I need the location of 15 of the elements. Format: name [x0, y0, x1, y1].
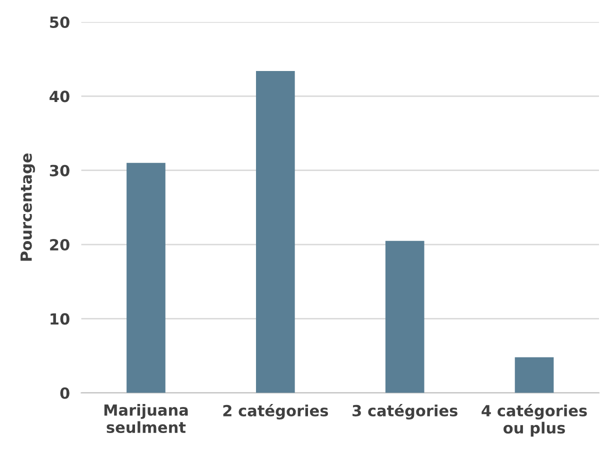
y-tick-label: 50	[50, 16, 70, 28]
y-tick-label: 20	[50, 238, 70, 251]
y-tick-label: 10	[50, 313, 70, 325]
y-tick-label: 0	[60, 387, 70, 399]
bar	[256, 70, 295, 393]
y-tick-label: 40	[50, 90, 70, 102]
bar	[126, 162, 166, 393]
y-axis-title: Pourcentage	[20, 154, 36, 261]
x-tick-label: 2 catégories	[223, 404, 328, 420]
x-tick-label: 4 catégories ou plus	[482, 404, 587, 437]
bar	[514, 357, 554, 393]
y-tick-label: 30	[50, 164, 70, 176]
bar	[385, 240, 424, 393]
x-tick-label: Marijuana seulment	[104, 404, 188, 434]
x-tick-label: 3 catégories	[352, 404, 458, 420]
